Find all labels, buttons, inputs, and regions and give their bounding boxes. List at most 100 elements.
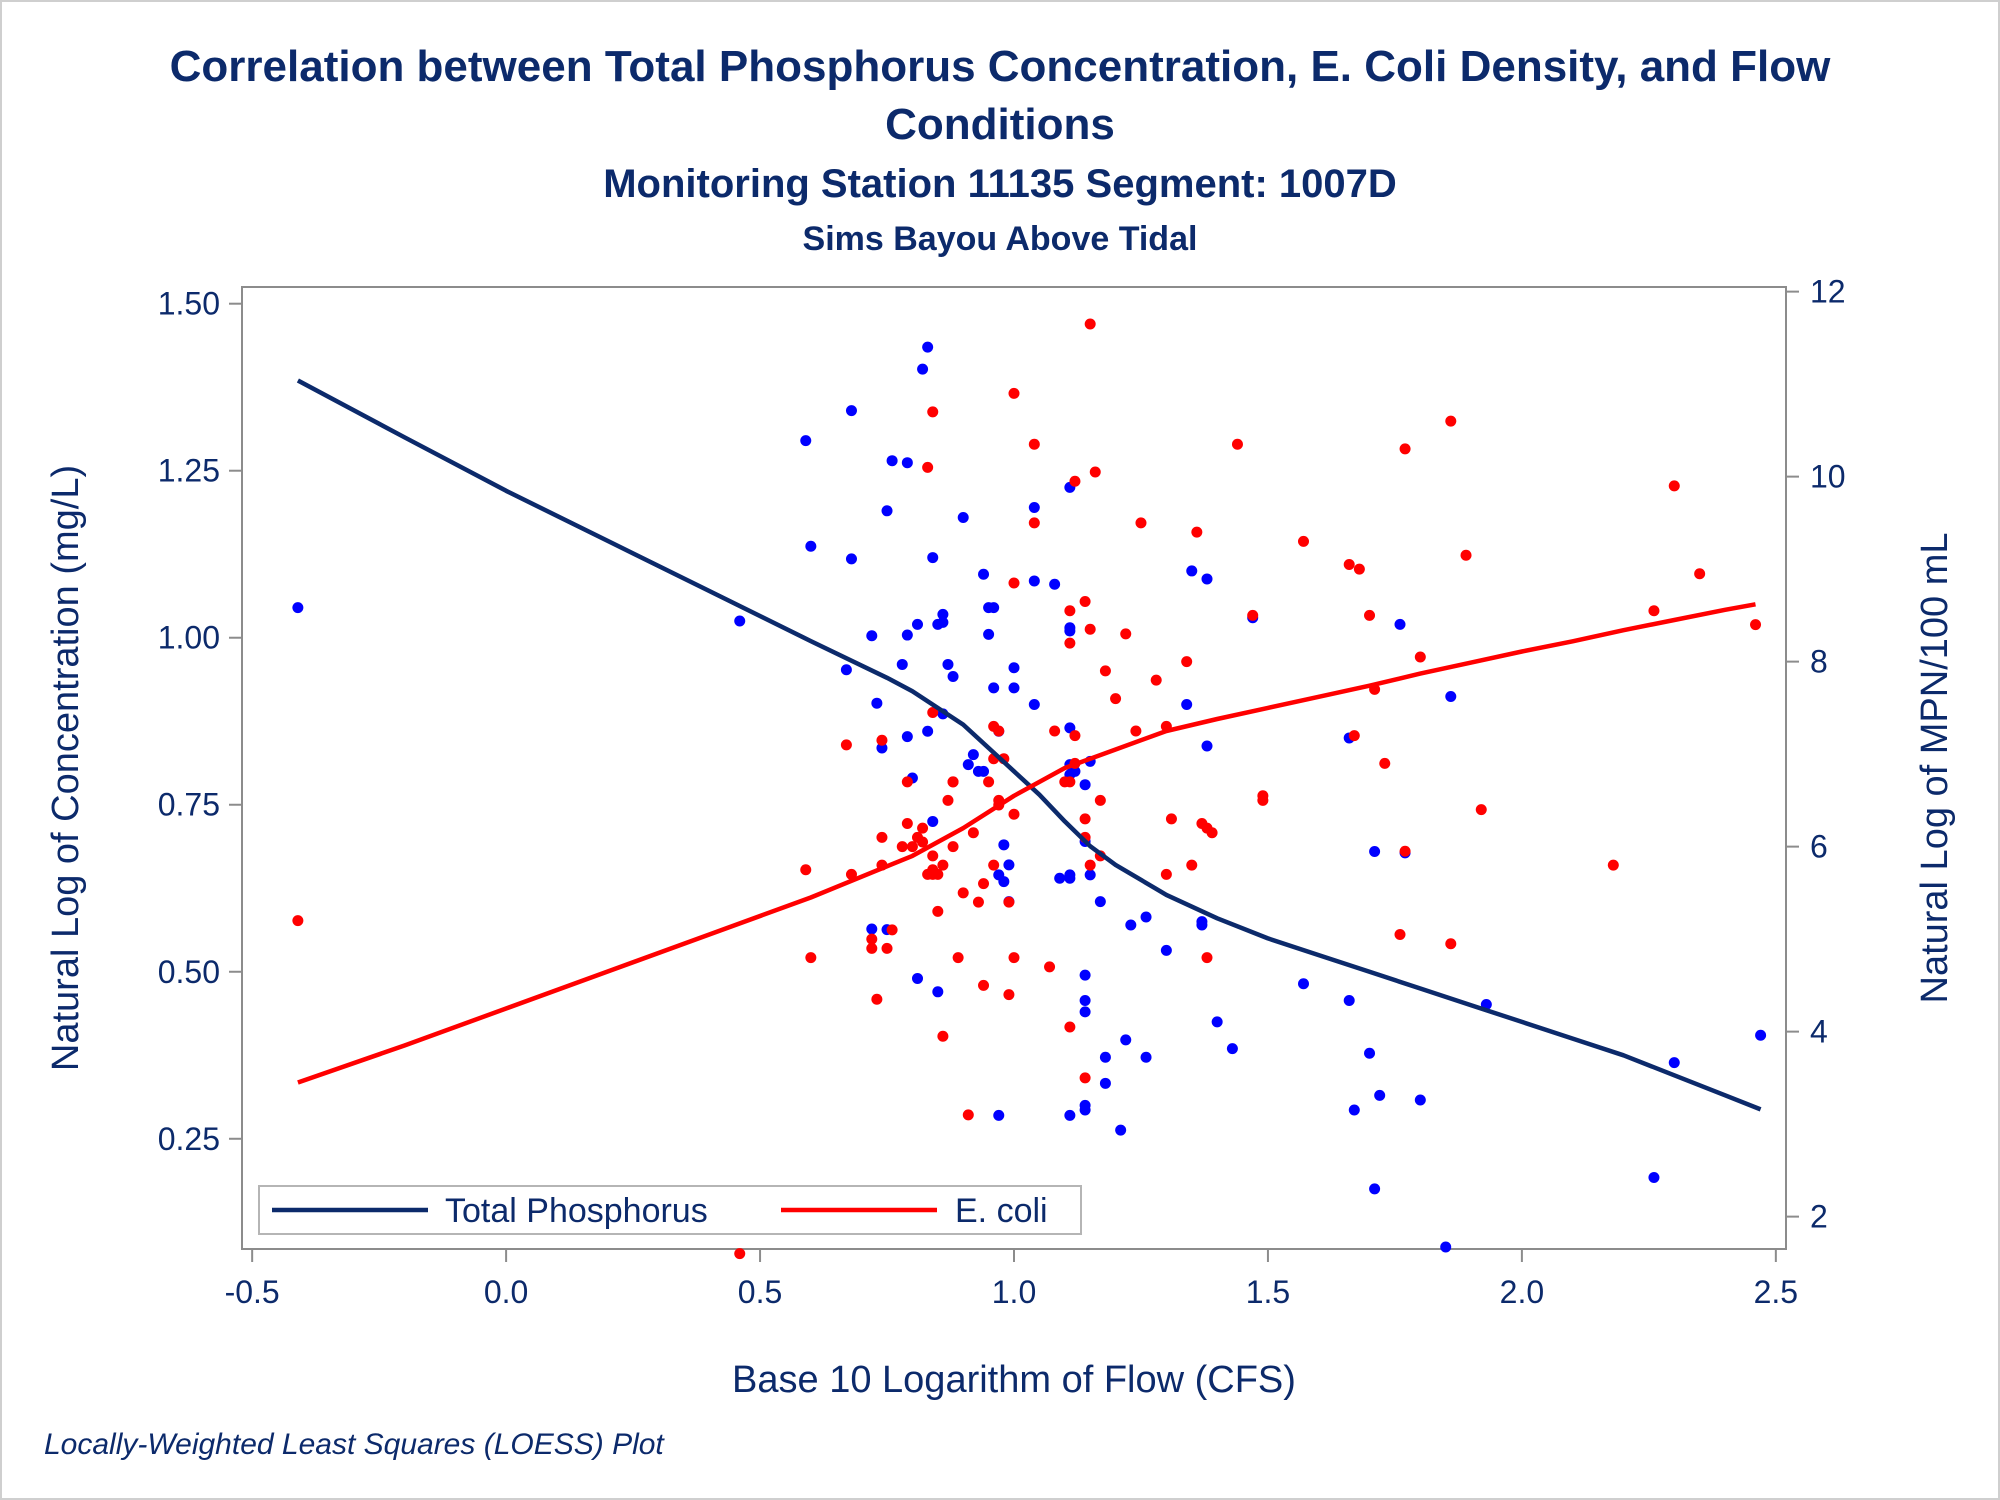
phosphorus-point xyxy=(1668,1057,1680,1069)
ecoli-point xyxy=(1094,794,1106,806)
ecoli-point xyxy=(967,827,979,839)
phosphorus-point xyxy=(1120,1034,1132,1046)
x-axis-label: Base 10 Logarithm of Flow (CFS) xyxy=(732,1359,1296,1401)
ecoli-point xyxy=(1191,526,1203,538)
phosphorus-point xyxy=(896,658,908,670)
y-axis-right: 2 4 6 8 10 12 xyxy=(1786,274,1846,1235)
ecoli-point xyxy=(947,776,959,788)
ecoli-point xyxy=(800,864,812,876)
ecoli-point xyxy=(917,822,929,834)
ecoli-point xyxy=(947,841,959,853)
ecoli-point xyxy=(1130,725,1142,737)
ecoli-point xyxy=(1206,827,1218,839)
phosphorus-point xyxy=(1211,1016,1223,1028)
phosphorus-point xyxy=(800,435,812,447)
ecoli-point xyxy=(734,1248,746,1260)
phosphorus-point xyxy=(1343,994,1355,1006)
ecoli-point xyxy=(1379,757,1391,769)
loess-lines-layer xyxy=(296,378,1762,1112)
y-right-tick-label: 10 xyxy=(1810,459,1846,495)
ecoli-point xyxy=(1049,725,1061,737)
ecoli-point xyxy=(1750,619,1762,631)
ecoli-point xyxy=(1298,535,1309,547)
y-right-tick-label: 8 xyxy=(1810,644,1828,680)
ecoli-point xyxy=(932,905,944,917)
phosphorus-point xyxy=(734,615,746,627)
phosphorus-point xyxy=(947,670,959,682)
phosphorus-point xyxy=(292,602,304,614)
ecoli-point xyxy=(1079,813,1091,825)
ecoli-point xyxy=(1069,730,1081,742)
ecoli-point xyxy=(1353,563,1365,575)
phosphorus-point xyxy=(1064,872,1076,884)
phosphorus-point xyxy=(1008,662,1020,674)
phosphorus-point xyxy=(932,986,944,998)
y-axis-left: 0.25 0.50 0.75 1.00 1.25 1.50 xyxy=(158,286,242,1157)
chart-subtitle-location: Sims Bayou Above Tidal xyxy=(802,220,1198,258)
phosphorus-point xyxy=(866,923,878,935)
ecoli-point xyxy=(1694,568,1706,580)
phosphorus-point xyxy=(1181,699,1193,711)
ecoli-point xyxy=(1008,808,1020,820)
ecoli-point xyxy=(1394,929,1406,940)
ecoli-point xyxy=(978,878,990,890)
chart-subtitle-station: Monitoring Station 11135 Segment: 1007D xyxy=(603,162,1397,206)
ecoli-point xyxy=(805,952,817,964)
phosphorus-point xyxy=(1079,969,1091,981)
phosphorus-point xyxy=(937,608,949,620)
ecoli-point xyxy=(1186,859,1198,871)
phosphorus-point xyxy=(922,725,934,737)
ecoli-point xyxy=(1079,1072,1091,1084)
ecoli-point xyxy=(881,942,893,954)
phosphorus-point xyxy=(1115,1124,1127,1136)
ecoli-point xyxy=(1135,517,1147,529)
phosphorus-point xyxy=(1094,896,1106,908)
x-tick-label: 1.0 xyxy=(992,1274,1036,1310)
footnote: Locally-Weighted Least Squares (LOESS) P… xyxy=(44,1428,664,1461)
phosphorus-point xyxy=(1069,765,1081,777)
phosphorus-point xyxy=(1298,978,1309,990)
legend: Total Phosphorus E. coli xyxy=(258,1185,1082,1235)
phosphorus-point xyxy=(1125,919,1137,931)
phosphorus-point xyxy=(927,552,939,564)
ecoli-point xyxy=(1079,596,1091,607)
y-right-tick-label: 2 xyxy=(1810,1199,1828,1235)
y-left-tick-label: 1.00 xyxy=(158,620,220,656)
ecoli-point xyxy=(978,979,990,991)
ecoli-point xyxy=(1231,438,1243,450)
ecoli-point xyxy=(932,868,944,880)
ecoli-point xyxy=(993,725,1005,737)
phosphorus-point xyxy=(993,1109,1005,1121)
phosphorus-point xyxy=(917,363,929,375)
ecoli-point xyxy=(1648,605,1660,617)
ecoli-point xyxy=(1008,952,1020,964)
ecoli-point xyxy=(896,841,908,853)
ecoli-point xyxy=(1099,665,1111,677)
phosphorus-point xyxy=(901,457,913,469)
ecoli-point xyxy=(866,933,878,945)
ecoli-point xyxy=(1064,1021,1076,1033)
phosphorus-point xyxy=(967,749,979,761)
phosphorus-point xyxy=(1648,1172,1660,1184)
ecoli-point xyxy=(1003,896,1015,908)
phosphorus-point xyxy=(1374,1089,1386,1101)
ecoli-point xyxy=(1399,845,1411,857)
phosphorus-point xyxy=(1369,846,1381,858)
ecoli-point xyxy=(983,776,995,788)
phosphorus-point xyxy=(876,742,888,754)
ecoli-point xyxy=(927,707,939,718)
points-layer xyxy=(292,318,1767,1260)
ecoli-point xyxy=(957,887,969,899)
phosphorus-point xyxy=(983,628,995,640)
phosphorus-point xyxy=(805,540,817,552)
phosphorus-point xyxy=(901,629,913,641)
ecoli-point xyxy=(1343,559,1355,570)
phosphorus-point xyxy=(1084,869,1096,881)
phosphorus-point xyxy=(1028,501,1040,513)
ecoli-point xyxy=(1150,674,1162,686)
phosphorus-point xyxy=(1079,1104,1091,1116)
phosphorus-point xyxy=(957,511,969,523)
phosphorus-point xyxy=(1064,625,1076,637)
phosphorus-point xyxy=(1364,1047,1376,1059)
